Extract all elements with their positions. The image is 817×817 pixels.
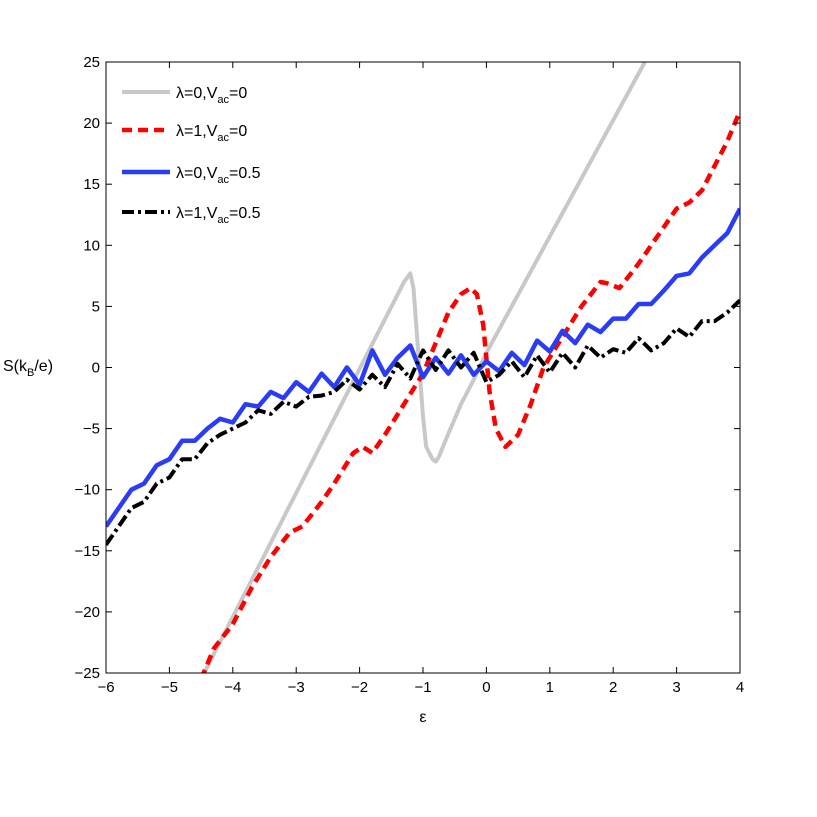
x-tick-label: −2 bbox=[351, 679, 368, 696]
y-tick-label: −20 bbox=[75, 604, 100, 621]
y-tick-label: −15 bbox=[75, 543, 100, 560]
x-tick-label: −6 bbox=[97, 679, 114, 696]
legend-label-3: λ=0,Vac=0.5 bbox=[176, 165, 261, 186]
legend-label-1: λ=0,Vac=0 bbox=[176, 85, 247, 106]
y-tick-label: 0 bbox=[92, 360, 100, 377]
legend-entry-2: λ=1,Vac=0 bbox=[122, 123, 247, 144]
y-tick-label: −25 bbox=[75, 665, 100, 682]
tick-layer: −6 −5 −4 −3 −2 −1 0 1 2 3 4−25−20−15−10−5051015202… bbox=[75, 54, 745, 696]
series-line-4 bbox=[106, 298, 740, 546]
plot-area-background bbox=[106, 62, 740, 673]
y-tick-label: 5 bbox=[92, 298, 100, 315]
x-axis-label-text: ε bbox=[419, 709, 426, 726]
y-tick-label: 15 bbox=[83, 176, 100, 193]
series-line-3 bbox=[106, 207, 740, 528]
y-tick-label: −5 bbox=[83, 421, 100, 438]
series-line-1 bbox=[201, 62, 647, 673]
x-tick-label: −4 bbox=[224, 679, 241, 696]
legend-entry-3: λ=0,Vac=0.5 bbox=[122, 165, 261, 186]
x-tick-label: 4 bbox=[736, 679, 744, 696]
x-axis-label: ε bbox=[419, 709, 426, 726]
y-axis-label-text: S(kB/e) bbox=[3, 358, 53, 379]
x-tick-label: −1 bbox=[414, 679, 431, 696]
legend-label-2: λ=1,Vac=0 bbox=[176, 123, 247, 144]
series-layer bbox=[106, 62, 740, 673]
legend-entry-1: λ=0,Vac=0 bbox=[122, 85, 247, 106]
y-axis-label: S(kB/e) bbox=[3, 358, 53, 379]
x-tick-label: −3 bbox=[288, 679, 305, 696]
series-line-2 bbox=[201, 110, 740, 673]
x-tick-label: 0 bbox=[482, 679, 490, 696]
x-tick-label: −5 bbox=[161, 679, 178, 696]
legend-entry-4: λ=1,Vac=0.5 bbox=[122, 205, 261, 226]
y-tick-label: 20 bbox=[83, 115, 100, 132]
legend: λ=0,Vac=0 λ=1,Vac=0 λ=0,Vac=0.5 λ=1,Vac=… bbox=[122, 85, 261, 226]
x-tick-label: 1 bbox=[546, 679, 554, 696]
y-tick-label: 10 bbox=[83, 237, 100, 254]
y-axis-label-tail: /e) bbox=[34, 358, 53, 375]
x-tick-label: 3 bbox=[672, 679, 680, 696]
y-tick-label: 25 bbox=[83, 54, 100, 71]
y-axis-label-sub: B bbox=[27, 367, 34, 379]
y-tick-label: −10 bbox=[75, 482, 100, 499]
y-axis-label-main: S(k bbox=[3, 358, 28, 375]
x-tick-label: 2 bbox=[609, 679, 617, 696]
legend-label-4: λ=1,Vac=0.5 bbox=[176, 205, 261, 226]
